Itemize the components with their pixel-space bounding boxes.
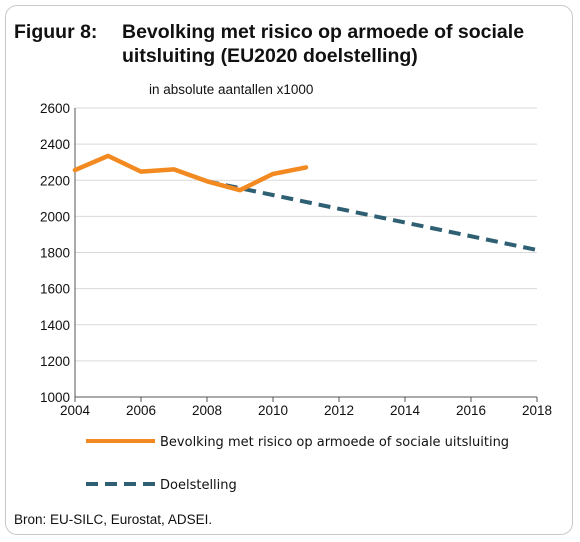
y-tick-label: 2600 (40, 101, 70, 116)
x-tick-label: 2012 (324, 403, 354, 418)
x-tick-label: 2016 (456, 403, 486, 418)
source-note: Bron: EU-SILC, Eurostat, ADSEI. (14, 512, 213, 527)
series-line-doelstelling (206, 179, 538, 252)
y-tick-label: 1800 (40, 246, 70, 261)
x-tick-label: 2014 (390, 403, 421, 418)
y-tick-label: 1600 (40, 282, 70, 297)
y-tick-label: 2200 (40, 173, 70, 188)
y-tick-label: 1400 (40, 318, 70, 333)
x-tick-label: 2006 (126, 403, 156, 418)
figure-frame (5, 5, 573, 535)
series-line-bevolking (72, 153, 309, 193)
y-tick-label: 1000 (40, 390, 70, 405)
x-tick-label: 2004 (60, 403, 91, 418)
y-tick-label: 1200 (40, 354, 70, 369)
x-tick-label: 2008 (192, 403, 222, 418)
chart-subtitle: in absolute aantallen x1000 (149, 82, 314, 97)
figure-number: Figuur 8: (14, 21, 98, 43)
y-tick-label: 2000 (40, 209, 70, 224)
x-tick-label: 2010 (258, 403, 288, 418)
y-tick-label: 2400 (40, 137, 70, 152)
figure-title: Bevolking met risico op armoede of socia… (122, 21, 525, 67)
x-tick-label: 2018 (522, 403, 552, 418)
legend-label-bevolking: Bevolking met risico op armoede of socia… (160, 435, 509, 450)
legend-label-doelstelling: Doelstelling (160, 478, 237, 493)
